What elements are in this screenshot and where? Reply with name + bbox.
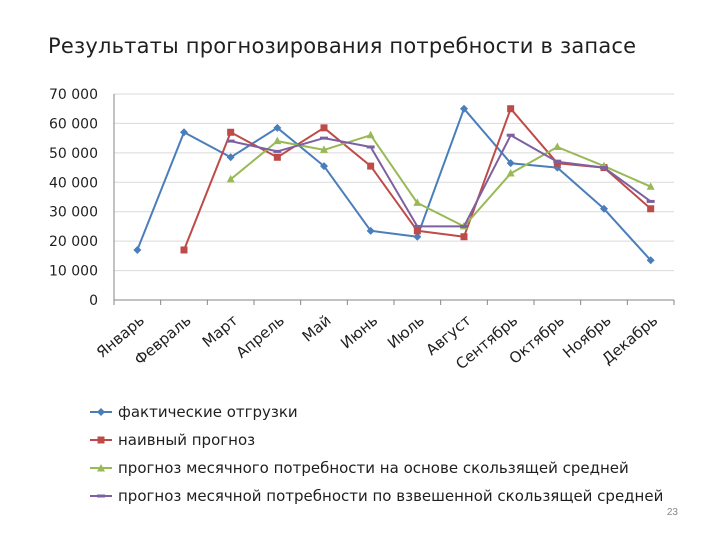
data-point <box>320 145 328 153</box>
data-point <box>367 162 375 170</box>
y-tick-label: 20 000 <box>49 234 98 250</box>
data-point <box>273 153 281 161</box>
page-number: 23 <box>666 507 678 518</box>
x-tick-label: Июнь <box>337 311 381 352</box>
x-tick-label: Июль <box>384 311 428 352</box>
data-point <box>180 246 188 254</box>
data-point <box>227 128 235 136</box>
data-point <box>413 198 422 206</box>
data-point <box>553 142 562 150</box>
legend-swatch-moving-average <box>90 464 112 472</box>
y-tick-label: 60 000 <box>49 116 98 132</box>
legend-item-actual: фактические отгрузки <box>88 398 663 426</box>
y-tick-label: 10 000 <box>49 264 98 280</box>
chart-series <box>133 104 655 265</box>
data-point <box>180 128 188 137</box>
y-tick-label: 30 000 <box>49 205 98 221</box>
data-point <box>646 256 655 265</box>
legend-label-weighted-average: прогноз месячной потребности по взвешенн… <box>118 487 664 505</box>
x-tick-label: Май <box>299 311 335 345</box>
series-line <box>230 134 652 228</box>
data-point <box>366 226 375 235</box>
series-line <box>230 134 652 228</box>
y-tick-label: 50 000 <box>49 146 98 162</box>
slide-title: Результаты прогнозирования потребности в… <box>48 34 637 58</box>
x-tick-label: Апрель <box>232 311 287 362</box>
legend-item-weighted-average: прогноз месячной потребности по взвешенн… <box>88 482 663 510</box>
y-tick-label: 40 000 <box>49 175 98 191</box>
chart-gridlines <box>113 93 675 305</box>
data-point <box>506 159 515 168</box>
legend-label-actual: фактические отгрузки <box>118 403 298 421</box>
y-tick-label: 0 <box>89 293 98 309</box>
y-tick-label: 70 000 <box>49 87 98 103</box>
legend-swatch-naive <box>90 436 112 444</box>
data-point <box>226 174 235 183</box>
legend-item-naive: наивный прогноз <box>88 426 663 454</box>
data-point <box>647 205 655 213</box>
legend-label-moving-average: прогноз месячного потребности на основе … <box>118 459 629 477</box>
data-point <box>366 130 375 139</box>
series-line <box>136 107 652 261</box>
series-3 <box>226 133 655 228</box>
series-0 <box>133 104 655 265</box>
series-2 <box>226 130 655 230</box>
legend-label-naive: наивный прогноз <box>118 431 256 449</box>
data-point <box>460 104 468 113</box>
data-point <box>133 245 142 254</box>
series-1 <box>180 105 655 254</box>
data-point <box>600 204 608 213</box>
legend-swatch-actual <box>90 408 112 416</box>
data-point <box>646 182 655 190</box>
data-point <box>460 233 468 241</box>
chart-legend: фактические отгрузки наивный прогноз про… <box>88 398 663 510</box>
legend-swatch-weighted-average <box>90 494 112 498</box>
data-point <box>413 232 422 241</box>
data-point <box>320 124 328 132</box>
data-point <box>413 227 421 235</box>
legend-item-moving-average: прогноз месячного потребности на основе … <box>88 454 663 482</box>
y-axis-ticks: 0 10 000 20 000 30 000 40 000 50 000 60 000 70 … <box>49 87 98 309</box>
data-point <box>506 168 515 177</box>
data-point <box>320 162 328 171</box>
data-point <box>273 123 282 132</box>
data-point <box>507 105 515 113</box>
data-point <box>273 136 282 145</box>
data-point <box>226 153 235 162</box>
